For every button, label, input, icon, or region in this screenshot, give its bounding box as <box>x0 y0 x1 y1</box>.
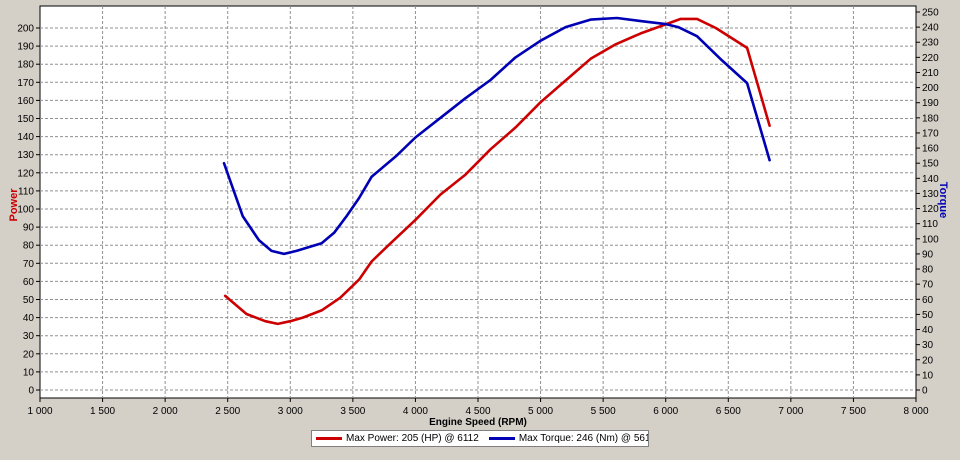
y-right-tick-label: 220 <box>922 53 939 64</box>
y-right-tick-label: 190 <box>922 98 939 109</box>
y-left-tick-label: 200 <box>17 24 34 35</box>
y-axis-right-label: Torque <box>937 182 949 218</box>
x-tick-label: 1 000 <box>27 406 52 417</box>
legend-item-torque: Max Torque: 246 (Nm) @ 5611 <box>488 433 649 444</box>
y-right-tick-label: 40 <box>922 325 934 336</box>
y-right-tick-label: 240 <box>922 23 939 34</box>
y-right-tick-label: 180 <box>922 113 939 124</box>
legend: Max Power: 205 (HP) @ 6112 Max Torque: 2… <box>311 430 649 447</box>
x-tick-label: 4 000 <box>403 406 428 417</box>
y-left-tick-label: 50 <box>23 295 35 306</box>
y-left-tick-label: 160 <box>17 96 34 107</box>
y-right-tick-label: 60 <box>922 295 934 306</box>
x-tick-label: 4 500 <box>465 406 490 417</box>
y-right-tick-label: 210 <box>922 68 939 79</box>
y-left-tick-label: 60 <box>23 277 35 288</box>
x-tick-label: 8 000 <box>903 406 928 417</box>
x-tick-label: 2 000 <box>153 406 178 417</box>
y-axis-left-label: Power <box>8 188 20 222</box>
y-right-tick-label: 70 <box>922 280 934 291</box>
y-left-tick-label: 110 <box>18 186 34 197</box>
x-tick-label: 5 500 <box>591 406 616 417</box>
y-left-tick-label: 0 <box>28 386 34 397</box>
y-left-tick-label: 130 <box>17 150 34 161</box>
x-tick-label: 6 500 <box>716 406 741 417</box>
y-left-tick-label: 40 <box>23 313 35 324</box>
y-right-tick-label: 160 <box>922 144 939 155</box>
legend-label-power: Max Power: 205 (HP) @ 6112 <box>346 433 479 444</box>
legend-swatch-power <box>316 437 342 440</box>
y-right-tick-label: 0 <box>922 386 928 397</box>
y-left-tick-label: 180 <box>17 60 34 71</box>
y-right-tick-label: 230 <box>922 38 939 49</box>
y-right-tick-label: 130 <box>922 189 939 200</box>
legend-label-torque: Max Torque: 246 (Nm) @ 5611 <box>518 433 649 444</box>
series-line-power <box>223 17 771 326</box>
x-tick-label: 7 000 <box>778 406 803 417</box>
y-right-tick-label: 170 <box>922 128 939 139</box>
y-right-tick-label: 20 <box>922 355 934 366</box>
y-right-tick-label: 10 <box>922 370 934 381</box>
y-left-tick-label: 80 <box>23 241 35 252</box>
y-left-tick-label: 10 <box>23 367 35 378</box>
x-tick-label: 5 000 <box>528 406 553 417</box>
x-tick-label: 3 000 <box>278 406 303 417</box>
y-left-tick-label: 20 <box>23 349 35 360</box>
y-right-tick-label: 30 <box>922 340 934 351</box>
y-right-tick-label: 140 <box>922 174 939 185</box>
axes: 1 000 1 500 2 000 2 500 3 000 3 500 4 000 4 500… <box>17 8 939 418</box>
y-right-tick-label: 250 <box>922 8 939 19</box>
grid <box>40 6 916 398</box>
x-axis-label: Engine Speed (RPM) <box>429 417 527 428</box>
y-left-tick-label: 90 <box>23 223 35 234</box>
series-line-torque <box>222 16 771 256</box>
y-right-tick-label: 100 <box>922 234 939 245</box>
y-left-tick-label: 70 <box>23 259 35 270</box>
y-right-tick-label: 120 <box>922 204 939 215</box>
y-right-tick-label: 50 <box>922 310 934 321</box>
y-right-tick-label: 110 <box>922 219 938 230</box>
x-tick-label: 3 500 <box>340 406 365 417</box>
x-tick-label: 1 500 <box>90 406 115 417</box>
y-right-tick-label: 150 <box>922 159 939 170</box>
y-left-tick-label: 170 <box>17 78 34 89</box>
legend-item-power: Max Power: 205 (HP) @ 6112 <box>316 433 479 444</box>
y-left-tick-label: 190 <box>17 42 34 53</box>
x-tick-label: 2 500 <box>215 406 240 417</box>
y-right-tick-label: 90 <box>922 249 934 260</box>
x-tick-label: 6 000 <box>653 406 678 417</box>
legend-swatch-torque <box>488 437 515 440</box>
y-right-tick-label: 80 <box>922 265 934 276</box>
x-tick-label: 7 500 <box>841 406 866 417</box>
y-left-tick-label: 120 <box>17 168 34 179</box>
y-left-tick-label: 150 <box>17 114 34 125</box>
y-left-tick-label: 140 <box>17 132 34 143</box>
y-right-tick-label: 200 <box>922 83 939 94</box>
y-left-tick-label: 100 <box>17 205 34 216</box>
y-left-tick-label: 30 <box>23 331 35 342</box>
series <box>222 16 771 326</box>
